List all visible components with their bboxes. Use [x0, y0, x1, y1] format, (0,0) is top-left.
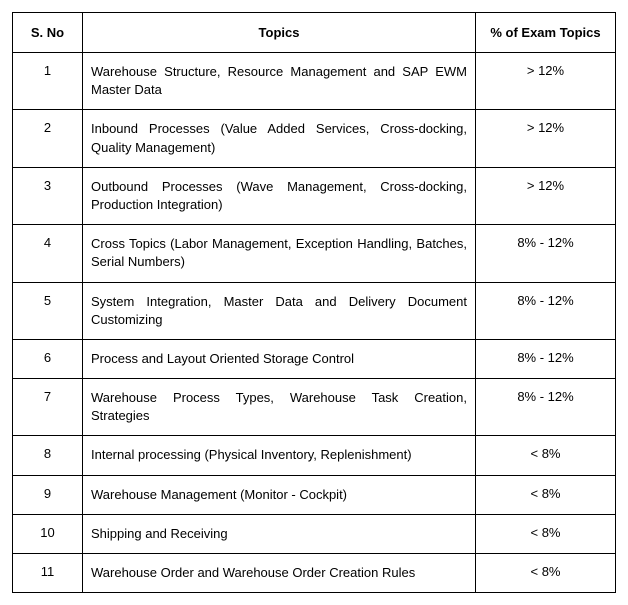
cell-topic: Cross Topics (Labor Management, Exceptio… — [83, 225, 476, 282]
cell-pct: 8% - 12% — [476, 225, 616, 282]
table-row: 4 Cross Topics (Labor Management, Except… — [13, 225, 616, 282]
cell-topic: Warehouse Structure, Resource Management… — [83, 53, 476, 110]
cell-topic: Warehouse Management (Monitor - Cockpit) — [83, 475, 476, 514]
table-row: 2 Inbound Processes (Value Added Service… — [13, 110, 616, 167]
cell-topic: System Integration, Master Data and Deli… — [83, 282, 476, 339]
cell-sno: 3 — [13, 167, 83, 224]
table-row: 6 Process and Layout Oriented Storage Co… — [13, 339, 616, 378]
cell-pct: < 8% — [476, 514, 616, 553]
cell-sno: 6 — [13, 339, 83, 378]
cell-sno: 8 — [13, 436, 83, 475]
cell-pct: < 8% — [476, 436, 616, 475]
header-topics: Topics — [83, 13, 476, 53]
cell-sno: 4 — [13, 225, 83, 282]
cell-topic: Inbound Processes (Value Added Services,… — [83, 110, 476, 167]
table-row: 11 Warehouse Order and Warehouse Order C… — [13, 554, 616, 593]
cell-sno: 2 — [13, 110, 83, 167]
cell-sno: 1 — [13, 53, 83, 110]
exam-topics-table: S. No Topics % of Exam Topics 1 Warehous… — [12, 12, 616, 593]
table-row: 5 System Integration, Master Data and De… — [13, 282, 616, 339]
cell-topic: Warehouse Order and Warehouse Order Crea… — [83, 554, 476, 593]
table-header-row: S. No Topics % of Exam Topics — [13, 13, 616, 53]
cell-sno: 5 — [13, 282, 83, 339]
header-pct: % of Exam Topics — [476, 13, 616, 53]
header-sno: S. No — [13, 13, 83, 53]
cell-topic: Shipping and Receiving — [83, 514, 476, 553]
cell-sno: 9 — [13, 475, 83, 514]
cell-pct: 8% - 12% — [476, 339, 616, 378]
table-row: 3 Outbound Processes (Wave Management, C… — [13, 167, 616, 224]
cell-pct: > 12% — [476, 53, 616, 110]
cell-pct: < 8% — [476, 554, 616, 593]
table-row: 10 Shipping and Receiving < 8% — [13, 514, 616, 553]
table-row: 1 Warehouse Structure, Resource Manageme… — [13, 53, 616, 110]
table-row: 7 Warehouse Process Types, Warehouse Tas… — [13, 379, 616, 436]
cell-topic: Internal processing (Physical Inventory,… — [83, 436, 476, 475]
cell-pct: 8% - 12% — [476, 379, 616, 436]
cell-sno: 7 — [13, 379, 83, 436]
cell-sno: 11 — [13, 554, 83, 593]
cell-pct: > 12% — [476, 167, 616, 224]
cell-pct: < 8% — [476, 475, 616, 514]
cell-topic: Outbound Processes (Wave Management, Cro… — [83, 167, 476, 224]
cell-topic: Process and Layout Oriented Storage Cont… — [83, 339, 476, 378]
table-row: 8 Internal processing (Physical Inventor… — [13, 436, 616, 475]
cell-pct: 8% - 12% — [476, 282, 616, 339]
table-body: 1 Warehouse Structure, Resource Manageme… — [13, 53, 616, 593]
cell-sno: 10 — [13, 514, 83, 553]
cell-topic: Warehouse Process Types, Warehouse Task … — [83, 379, 476, 436]
cell-pct: > 12% — [476, 110, 616, 167]
table-row: 9 Warehouse Management (Monitor - Cockpi… — [13, 475, 616, 514]
